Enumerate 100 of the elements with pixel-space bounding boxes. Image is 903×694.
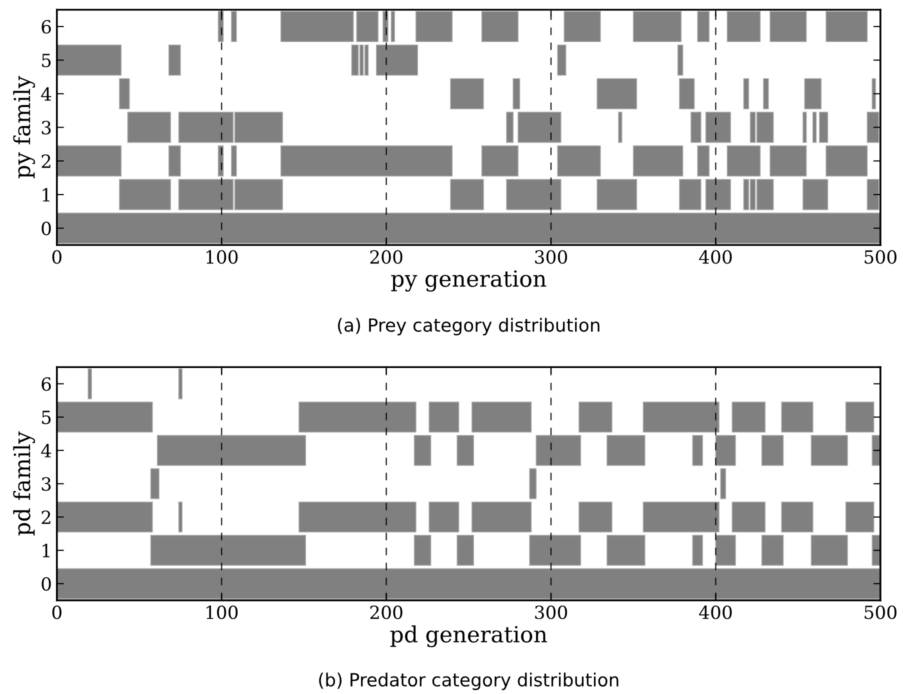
bar [679,78,695,110]
bar [690,112,702,143]
bar [481,145,518,177]
text: (b) Predator category distribution [319,672,618,690]
bar [761,434,784,466]
y-tick-label: 2 [42,154,50,168]
x-tick-label: 400 [699,605,732,620]
bar [472,402,532,433]
bar [156,434,306,466]
bar [127,112,171,143]
bar [506,179,562,210]
bar [726,10,761,42]
bar [697,145,710,177]
text: (a) Prey category distribution [338,318,600,336]
y-tick-label: 6 [42,377,51,391]
y-tick-label: 5 [42,410,51,424]
bar [298,502,416,532]
bar [720,468,726,500]
bar [743,78,750,110]
bar [529,468,537,500]
y-tick-label: 0 [42,577,51,591]
x-tick-label: 200 [370,605,402,620]
bar [56,402,153,433]
bar [416,10,453,42]
x-axis-title: py generation [391,270,546,292]
bar [356,10,378,42]
bar [845,502,874,532]
bar [512,78,520,110]
bar [178,368,182,400]
bar [866,112,880,143]
bar [578,402,612,433]
bar [150,468,160,500]
y-tick-label: 6 [42,20,51,34]
x-tick-label: 100 [206,250,238,264]
bar [726,145,761,177]
bar [428,502,460,532]
bar [804,78,822,110]
bar [826,10,868,42]
bar [481,10,518,42]
bar [390,10,395,42]
bar [450,179,484,210]
bar [529,534,582,566]
bar [761,534,784,566]
bar [810,534,848,566]
x-tick-label: 100 [206,605,238,620]
bar [119,78,130,110]
bar [810,434,848,466]
bar [557,145,601,177]
bar [280,10,354,42]
x-tick-label: 500 [864,605,896,620]
bar [802,179,828,210]
y-tick-label: 3 [42,477,51,491]
bar [802,112,807,143]
bar [56,502,153,532]
bar [150,534,306,566]
bar [715,434,736,466]
bar [692,434,703,466]
bar [819,112,828,143]
x-tick-label: 200 [370,250,402,264]
x-tick-label: 300 [535,605,568,620]
bar [506,112,514,143]
bar [376,44,418,76]
bar [450,78,484,110]
bar [298,402,416,433]
bar [642,502,720,532]
bar [557,44,566,76]
bar [428,402,460,433]
y-tick-label: 2 [42,510,50,524]
x-tick-label: 300 [535,250,568,264]
bar [472,502,532,532]
bar [231,145,237,177]
bar [596,179,638,210]
y-axis-title: py family [13,76,35,178]
bar [168,145,181,177]
bar [770,10,807,42]
bar [414,534,432,566]
bar [382,10,388,42]
bar [596,78,638,110]
bar [872,78,876,110]
bar [280,145,453,177]
bar [606,534,646,566]
bar [705,179,731,210]
y-tick-label: 1 [42,544,50,558]
bar [564,10,601,42]
bar [770,145,807,177]
bar [705,112,731,143]
bar [826,145,868,177]
y-tick-label: 4 [41,444,52,458]
bar [456,434,474,466]
bar [781,402,814,433]
bar [866,179,880,210]
bar [677,44,684,76]
y-tick-label: 4 [41,87,52,101]
bar [88,368,92,400]
bar [606,434,646,466]
y-tick-label: 0 [42,222,51,236]
bar [732,502,766,532]
bar [168,44,181,76]
bar [781,502,814,532]
x-tick-label: 0 [52,250,62,264]
